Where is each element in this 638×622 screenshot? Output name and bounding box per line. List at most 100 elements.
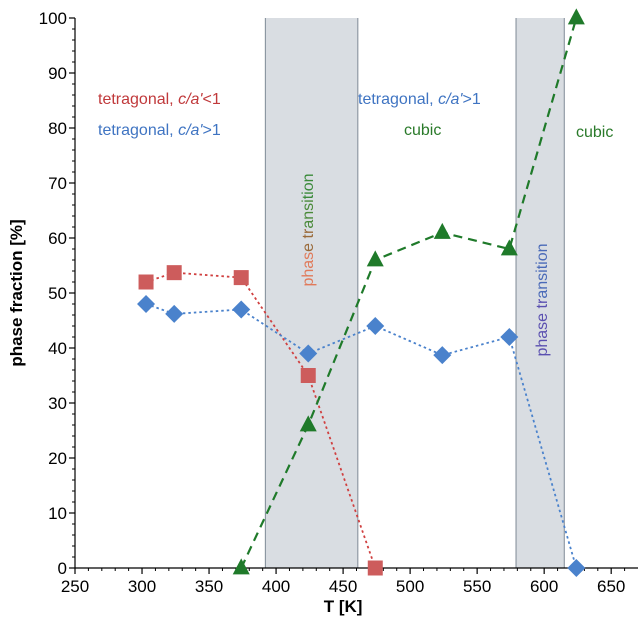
phase-transition-label: phase transition — [300, 173, 317, 286]
series-2-line — [145, 303, 578, 569]
triangle-marker — [500, 239, 518, 256]
triangle-marker — [366, 250, 384, 267]
series-lines — [145, 17, 578, 569]
label-char: s — [300, 252, 317, 260]
triangle-marker — [567, 8, 585, 25]
triangle-marker — [299, 415, 317, 432]
label-char: s — [534, 322, 551, 330]
annotation-1: tetragonal, c/a'<1 — [98, 91, 221, 108]
label-char: i — [300, 191, 317, 195]
x-tick-label: 550 — [463, 577, 491, 596]
x-tick-label: 650 — [597, 577, 625, 596]
y-tick-label: 40 — [48, 339, 67, 358]
annotation-part: cubic — [404, 122, 441, 139]
label-char: r — [534, 298, 551, 304]
y-tick-label: 80 — [48, 119, 67, 138]
label-char: o — [300, 182, 317, 191]
x-tick-label: 450 — [329, 577, 357, 596]
diamond-marker — [366, 317, 385, 335]
label-char: t — [534, 264, 551, 269]
y-tick-label: 50 — [48, 284, 67, 303]
series-markers — [137, 8, 586, 577]
x-tick-label: 500 — [396, 577, 424, 596]
label-char: p — [534, 348, 551, 357]
label-char: a — [300, 260, 317, 269]
y-tick-label: 90 — [48, 64, 67, 83]
diamond-marker — [165, 304, 184, 323]
diamond-marker — [299, 344, 318, 363]
annotation-3: tetragonal, c/a'>1 — [358, 91, 481, 108]
annotation-part: cubic — [576, 124, 613, 141]
square-marker — [233, 270, 249, 286]
label-char: e — [300, 243, 317, 252]
x-tick-label: 350 — [195, 577, 223, 596]
shaded-regions — [264, 18, 565, 568]
label-char: n — [534, 243, 551, 252]
y-tick-label: 100 — [39, 9, 67, 28]
label-char: n — [300, 173, 317, 182]
x-tick-label: 250 — [61, 577, 89, 596]
x-tick-label: 400 — [262, 577, 290, 596]
triangle-marker — [232, 558, 250, 575]
diamond-marker — [500, 328, 519, 346]
annotation-5: cubic — [576, 124, 613, 141]
y-axis-title: phase fraction [%] — [7, 219, 26, 366]
label-char: n — [534, 281, 551, 290]
label-char: n — [300, 211, 317, 220]
label-char: h — [300, 269, 317, 278]
diamond-marker — [232, 300, 251, 319]
annotation-part: tetragonal, — [98, 122, 178, 139]
y-tick-label: 20 — [48, 449, 67, 468]
phase-transition-label: phase transition — [534, 243, 551, 356]
y-tick-label: 10 — [48, 504, 67, 523]
square-marker — [300, 368, 316, 383]
x-tick-label: 600 — [530, 577, 558, 596]
annotation-part: tetragonal, — [98, 91, 178, 108]
label-char: s — [300, 203, 317, 211]
label-char: t — [534, 303, 551, 308]
label-char: r — [300, 228, 317, 234]
label-char: e — [534, 313, 551, 322]
annotation-part: tetragonal, — [358, 91, 438, 108]
label-char: o — [534, 252, 551, 261]
square-marker — [138, 274, 154, 290]
label-char: s — [534, 273, 551, 281]
label-char: a — [534, 330, 551, 339]
y-tick-label: 30 — [48, 394, 67, 413]
annotation-part: >1 — [462, 91, 480, 108]
label-char: p — [300, 278, 317, 287]
annotation-2: tetragonal, c/a'>1 — [98, 122, 221, 139]
annotation-part: c/a' — [178, 122, 203, 139]
series-3-line — [240, 17, 578, 569]
transition-band-2 — [516, 18, 565, 568]
annotation-part: <1 — [202, 91, 220, 108]
diamond-marker — [433, 346, 452, 365]
x-axis-title: T [K] — [324, 597, 363, 616]
x-axis: 250 300 350 400 450 500 550 600 650 — [61, 568, 625, 596]
label-char: h — [534, 339, 551, 348]
y-axis: 0 10 20 30 40 50 60 70 80 90 100 — [39, 9, 75, 578]
annotation-4: cubic — [404, 122, 441, 139]
label-char: a — [534, 290, 551, 299]
triangle-marker — [433, 222, 451, 239]
y-tick-label: 0 — [58, 559, 67, 578]
x-tick-label: 300 — [128, 577, 156, 596]
annotation-part: c/a' — [178, 91, 203, 108]
label-char: a — [300, 220, 317, 229]
annotation-part: >1 — [202, 122, 220, 139]
square-marker — [166, 265, 182, 281]
label-char: i — [300, 199, 317, 203]
square-marker — [367, 560, 383, 576]
label-char: t — [300, 233, 317, 238]
diamond-marker — [567, 559, 586, 577]
y-tick-label: 70 — [48, 174, 67, 193]
label-char: t — [300, 194, 317, 199]
transition-band-1 — [265, 18, 358, 568]
annotation-part: c/a' — [438, 91, 463, 108]
diamond-marker — [137, 295, 156, 313]
label-char: i — [534, 261, 551, 265]
label-char: i — [534, 269, 551, 273]
y-tick-label: 60 — [48, 229, 67, 248]
